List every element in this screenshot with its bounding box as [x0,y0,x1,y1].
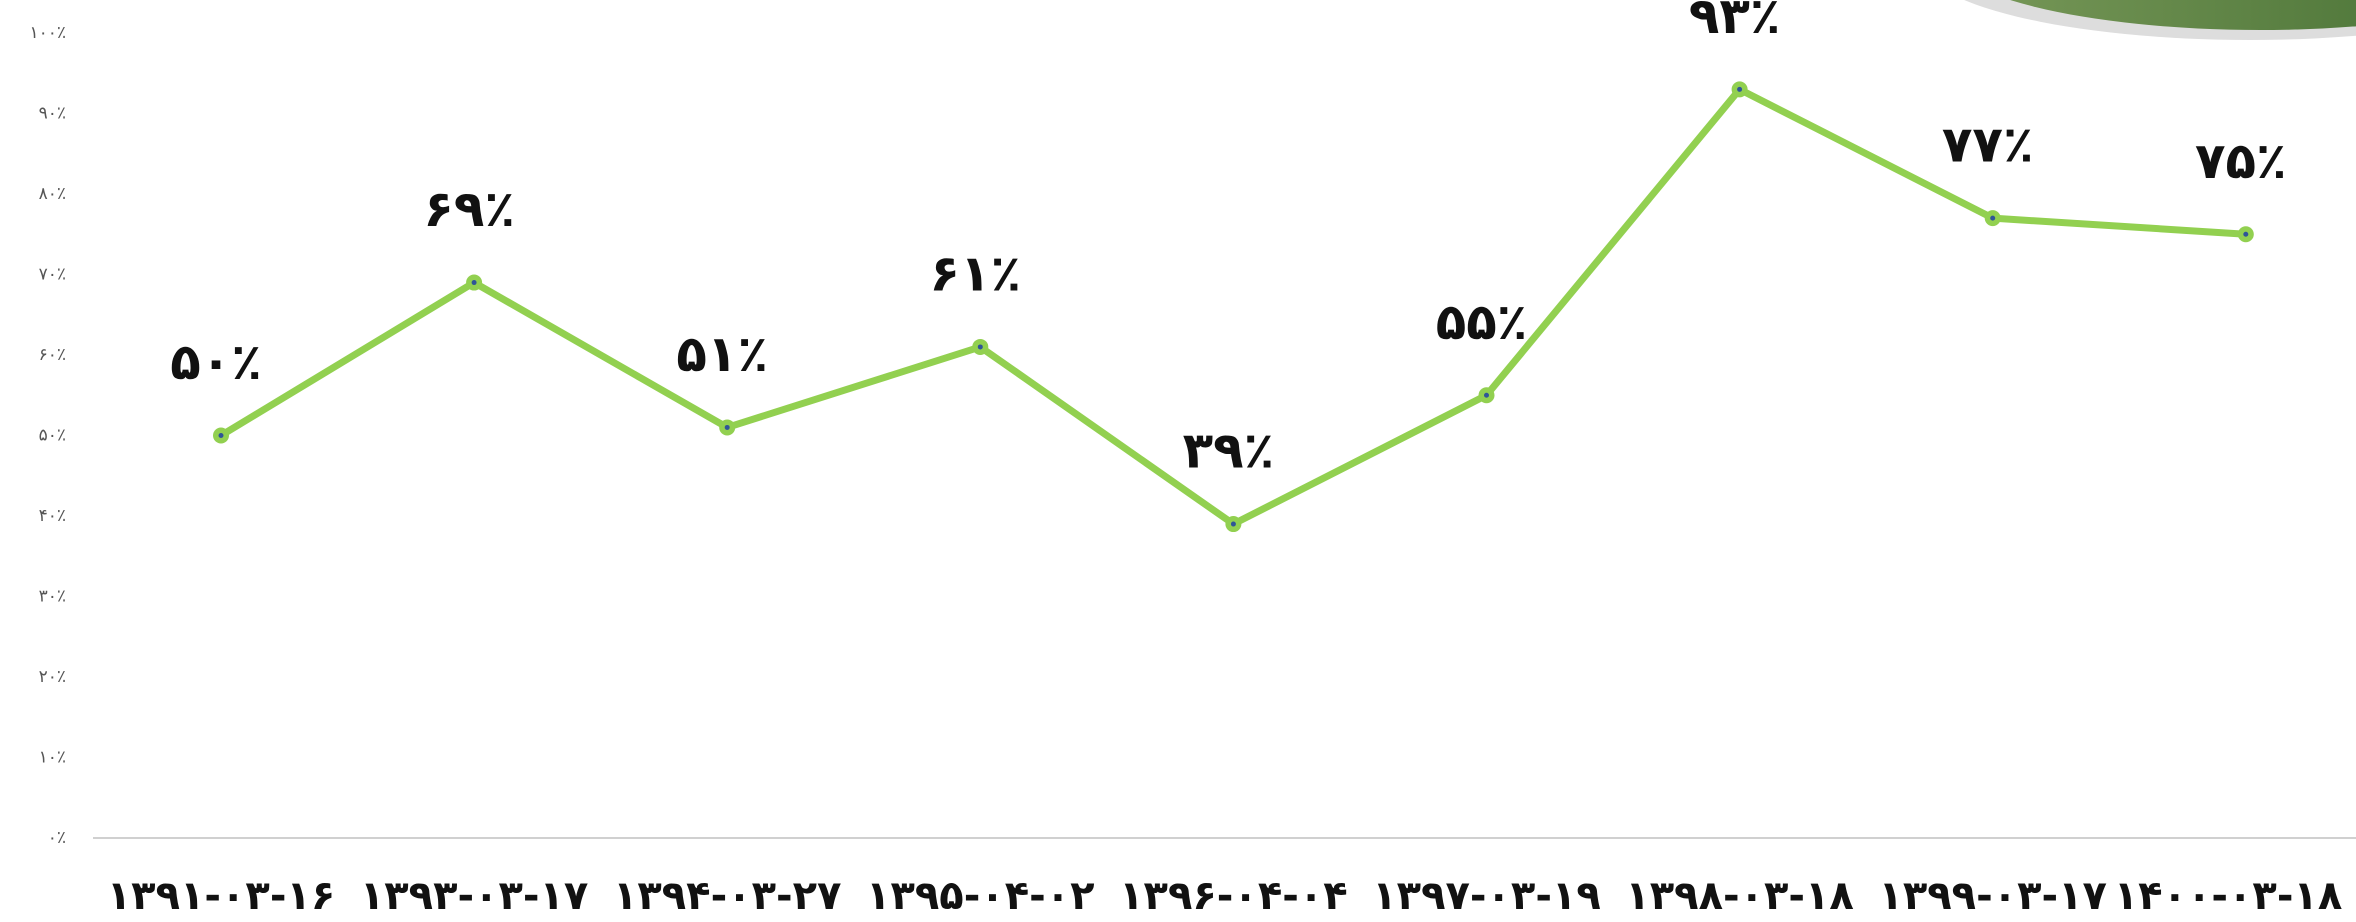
point-center [1230,521,1236,527]
point-center [1990,215,1996,221]
point-center [471,280,477,286]
point-center [218,433,224,438]
x-tick-label: ۱۳۹۵-۰۴-۰۲ [866,873,1095,919]
x-tick-label: ۱۳۹۴-۰۳-۲۷ [613,873,842,919]
decoration [2010,0,2356,30]
point-center [1484,392,1489,398]
x-tick-label: ۱۴۰۰-۰۳-۱۸ [2114,873,2343,919]
data-label: ۷۵٪ [2195,132,2287,190]
y-tick-label: ۱۰۰٪ [29,23,66,43]
data-label: ۷۷٪ [1942,116,2034,174]
point-center [977,344,983,350]
x-tick-label: ۱۳۹۱-۰۳-۱۶ [107,873,336,919]
y-tick-label: ۲۰٪ [39,667,66,687]
y-tick-label: ۰٪ [48,828,66,848]
point-center [2243,231,2249,237]
y-tick-label: ۶۰٪ [39,345,66,365]
y-tick-label: ۴۰٪ [39,506,66,526]
x-tick-label: ۱۳۹۷-۰۳-۱۹ [1372,873,1601,919]
y-tick-label: ۱۰٪ [39,748,66,768]
point-center [724,424,730,430]
data-label: ۳۹٪ [1183,422,1275,480]
y-tick-label: ۹۰٪ [39,104,66,124]
data-label: ۵۵٪ [1436,293,1528,351]
x-tick-label: ۱۳۹۶-۰۴-۰۴ [1119,873,1348,919]
point-center [1737,86,1743,92]
y-tick-label: ۵۰٪ [39,426,66,446]
y-tick-label: ۳۰٪ [39,587,66,607]
data-label: ۶۱٪ [930,244,1022,302]
x-tick-label: ۱۳۹۳-۰۳-۱۷ [360,873,589,919]
y-tick-label: ۸۰٪ [39,184,66,204]
data-label: ۵۱٪ [676,325,768,383]
data-label: ۶۹٪ [423,180,515,238]
x-tick-label: ۱۳۹۹-۰۳-۱۷ [1878,873,2107,919]
y-tick-label: ۷۰٪ [39,265,66,285]
data-label: ۵۰٪ [170,333,262,391]
data-label: ۹۳٪ [1689,0,1781,45]
x-tick-label: ۱۳۹۸-۰۳-۱۸ [1625,873,1854,919]
